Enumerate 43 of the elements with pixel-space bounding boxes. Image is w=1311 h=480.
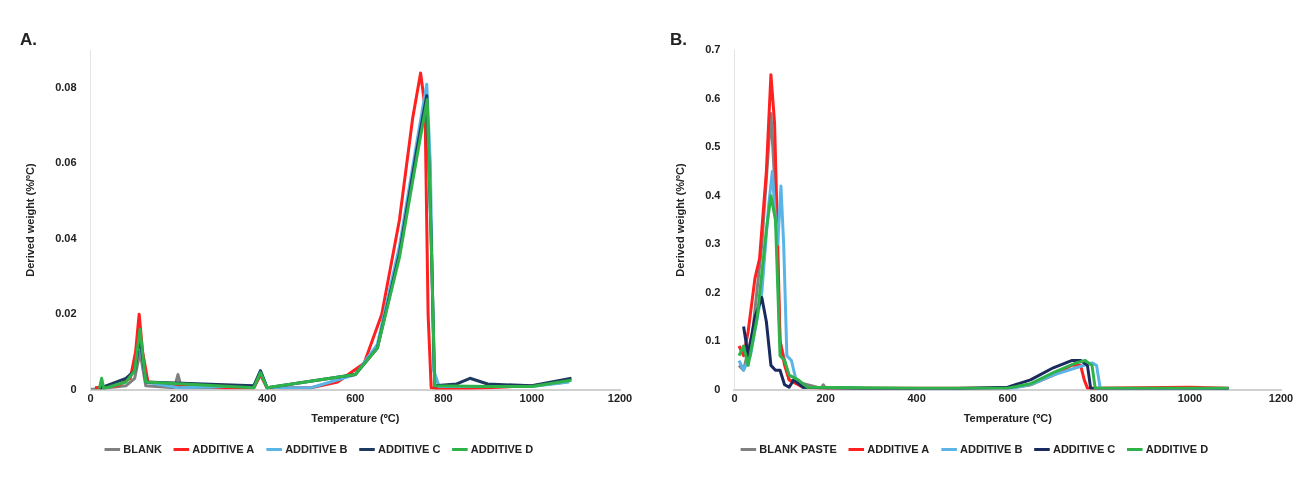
x-tick-label: 800 — [1089, 392, 1109, 405]
legend-label: ADDITIVE B — [285, 442, 348, 455]
y-tick-label: 0.04 — [55, 231, 78, 244]
legend-label: BLANK PASTE — [759, 442, 837, 455]
y-tick-label: 0.7 — [705, 43, 721, 56]
y-tick-label: 0 — [714, 382, 721, 395]
x-tick-label: 0 — [731, 392, 738, 405]
x-axis-title: Temperature (ºC) — [311, 412, 400, 425]
y-tick-label: 0.6 — [705, 91, 721, 104]
legend-label: BLANK — [123, 442, 162, 455]
x-tick-label: 400 — [907, 392, 926, 405]
x-axis-title: Temperature (ºC) — [963, 412, 1053, 425]
y-axis-title: Derived weight (%/ºC) — [673, 162, 686, 277]
legend-label: ADDITIVE D — [470, 442, 534, 455]
y-tick-label: 0.2 — [705, 285, 721, 298]
x-tick-label: 600 — [998, 392, 1017, 405]
y-tick-label: 0.3 — [705, 237, 721, 250]
x-tick-label: 1000 — [1177, 392, 1203, 405]
x-tick-label: 0 — [87, 392, 94, 405]
chart-title: B. — [670, 29, 687, 49]
legend-label: ADDITIVE A — [192, 442, 255, 455]
x-tick-label: 800 — [434, 392, 453, 405]
y-tick-label: 0.5 — [705, 140, 721, 153]
legend-label: ADDITIVE A — [867, 442, 930, 455]
legend-label: ADDITIVE C — [1052, 442, 1116, 455]
x-tick-label: 1200 — [607, 392, 633, 405]
legend-label: ADDITIVE C — [378, 442, 441, 455]
x-tick-label: 600 — [346, 392, 365, 405]
y-tick-label: 0.1 — [705, 334, 721, 347]
chart-title: A. — [20, 29, 37, 49]
y-tick-label: 0.02 — [55, 307, 77, 320]
y-tick-label: 0.4 — [705, 188, 722, 201]
y-tick-label: 0 — [70, 382, 77, 395]
x-tick-label: 400 — [257, 392, 277, 405]
y-axis-title: Derived weight (%/ºC) — [23, 162, 36, 277]
x-tick-label: 1200 — [1268, 392, 1294, 405]
x-tick-label: 200 — [816, 392, 835, 405]
y-tick-label: 0.06 — [55, 156, 77, 169]
x-tick-label: 200 — [169, 392, 189, 405]
x-tick-label: 1000 — [519, 392, 545, 405]
legend-label: ADDITIVE B — [960, 442, 1023, 455]
legend-label: ADDITIVE D — [1145, 442, 1209, 455]
y-tick-label: 0.08 — [55, 81, 77, 94]
